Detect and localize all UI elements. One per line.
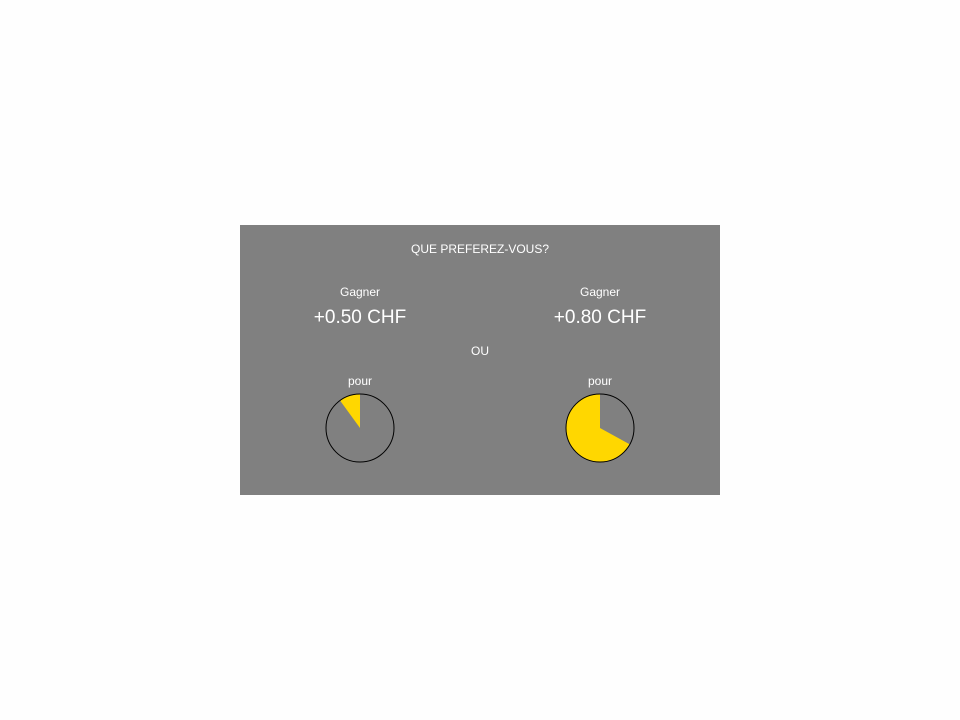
pie-outline	[565, 393, 635, 463]
pie-slice	[565, 394, 630, 462]
pie-outline	[325, 393, 395, 463]
gain-label: Gagner	[339, 285, 381, 299]
question-prompt: QUE PREFEREZ-VOUS?	[410, 242, 550, 256]
for-label: pour	[347, 374, 373, 388]
option-right[interactable]: Gagner +0.80 CHF pour	[540, 225, 660, 495]
probability-pie	[565, 393, 635, 463]
or-separator: OU	[471, 344, 489, 358]
probability-pie	[325, 393, 395, 463]
option-left[interactable]: Gagner +0.50 CHF pour	[300, 225, 420, 495]
gain-amount: +0.80 CHF	[553, 307, 647, 328]
pie-slice	[340, 394, 360, 428]
for-label: pour	[587, 374, 613, 388]
gain-amount: +0.50 CHF	[313, 307, 407, 328]
gain-label: Gagner	[579, 285, 621, 299]
choice-panel: QUE PREFEREZ-VOUS? Gagner +0.50 CHF pour…	[240, 225, 720, 495]
